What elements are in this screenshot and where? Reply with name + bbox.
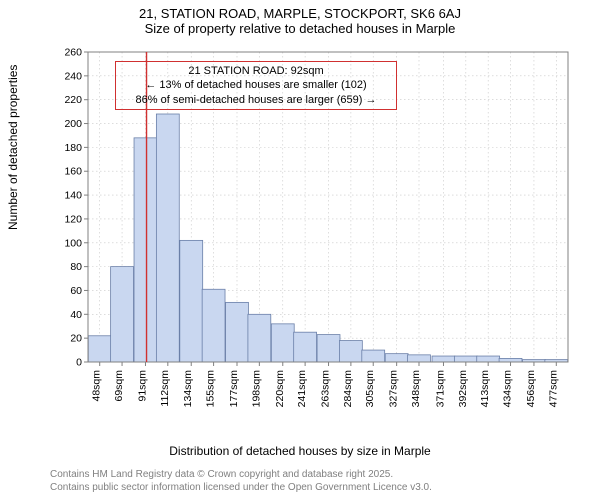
- svg-text:241sqm: 241sqm: [296, 370, 308, 408]
- footnote-line2: Contains public sector information licen…: [50, 482, 432, 495]
- annotation-box: 21 STATION ROAD: 92sqm ← 13% of detached…: [115, 61, 397, 110]
- svg-text:263sqm: 263sqm: [320, 370, 332, 408]
- svg-text:220: 220: [64, 94, 82, 106]
- svg-text:348sqm: 348sqm: [410, 370, 422, 408]
- svg-text:198sqm: 198sqm: [250, 370, 262, 408]
- svg-text:100: 100: [64, 237, 82, 249]
- svg-text:413sqm: 413sqm: [479, 370, 491, 408]
- annotation-line2: ← 13% of detached houses are smaller (10…: [122, 78, 390, 92]
- page-title-line1: 21, STATION ROAD, MARPLE, STOCKPORT, SK6…: [0, 6, 600, 21]
- svg-text:220sqm: 220sqm: [274, 370, 286, 408]
- svg-text:120: 120: [64, 213, 82, 225]
- svg-text:305sqm: 305sqm: [364, 370, 376, 408]
- svg-text:40: 40: [70, 309, 82, 321]
- svg-text:91sqm: 91sqm: [136, 370, 148, 402]
- svg-text:456sqm: 456sqm: [525, 370, 537, 408]
- svg-text:240: 240: [64, 70, 82, 82]
- svg-text:112sqm: 112sqm: [159, 370, 171, 407]
- svg-text:160: 160: [64, 166, 82, 178]
- svg-text:284sqm: 284sqm: [342, 370, 354, 408]
- svg-text:60: 60: [70, 285, 82, 297]
- svg-text:134sqm: 134sqm: [182, 370, 194, 408]
- svg-text:371sqm: 371sqm: [434, 370, 446, 408]
- svg-text:180: 180: [64, 142, 82, 154]
- svg-text:140: 140: [64, 190, 82, 202]
- svg-text:155sqm: 155sqm: [205, 370, 217, 408]
- svg-text:20: 20: [70, 333, 82, 345]
- footnote: Contains HM Land Registry data © Crown c…: [50, 469, 432, 494]
- annotation-line3: 86% of semi-detached houses are larger (…: [122, 93, 390, 107]
- footnote-line1: Contains HM Land Registry data © Crown c…: [50, 469, 432, 482]
- svg-text:80: 80: [70, 261, 82, 273]
- svg-text:177sqm: 177sqm: [228, 370, 240, 408]
- svg-text:392sqm: 392sqm: [457, 370, 469, 408]
- svg-text:200: 200: [64, 118, 82, 130]
- x-axis-label: Distribution of detached houses by size …: [0, 444, 600, 458]
- svg-text:477sqm: 477sqm: [547, 370, 559, 408]
- y-axis-label: Number of detached properties: [6, 65, 20, 230]
- annotation-line1: 21 STATION ROAD: 92sqm: [122, 64, 390, 78]
- svg-text:48sqm: 48sqm: [91, 370, 103, 402]
- svg-text:260: 260: [64, 48, 82, 59]
- svg-text:327sqm: 327sqm: [388, 370, 400, 408]
- svg-text:0: 0: [76, 357, 82, 369]
- svg-text:434sqm: 434sqm: [502, 370, 514, 408]
- svg-text:69sqm: 69sqm: [113, 370, 125, 402]
- page-title-line2: Size of property relative to detached ho…: [0, 21, 600, 36]
